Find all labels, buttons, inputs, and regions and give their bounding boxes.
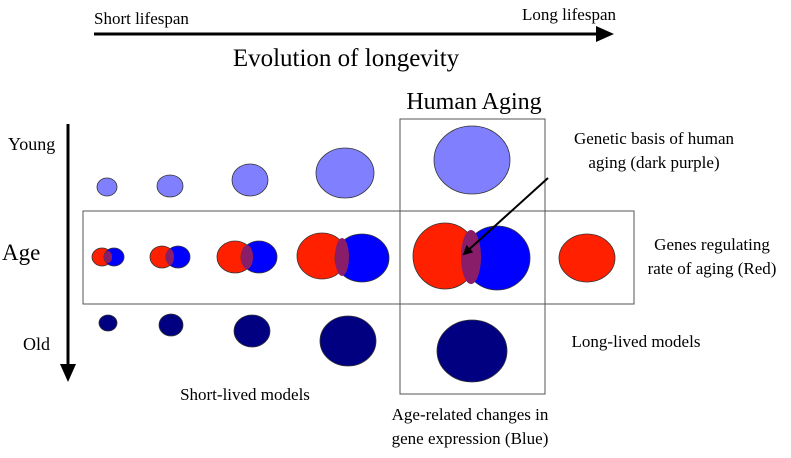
old-circle <box>98 314 118 332</box>
genes-regulating-line2: rate of aging (Red) <box>648 259 777 278</box>
red-circle-long-lived <box>558 233 616 283</box>
genetic-basis-line1: Genetic basis of human <box>574 129 735 148</box>
genes-regulating-line1: Genes regulating <box>654 235 770 254</box>
long-lived-label: Long-lived models <box>572 332 701 351</box>
genetic-basis-pointer <box>462 177 549 256</box>
age-related-line2: gene expression (Blue) <box>392 429 549 448</box>
old-circle-human <box>436 319 508 383</box>
blue-circle <box>334 233 390 283</box>
young-circle <box>96 177 118 197</box>
long-lifespan-label: Long lifespan <box>522 5 616 24</box>
short-lifespan-label: Short lifespan <box>94 9 189 28</box>
age-label: Age <box>2 240 40 265</box>
old-circle <box>158 313 184 337</box>
overlap-region <box>335 238 349 276</box>
young-circle <box>315 147 375 199</box>
overlap-region <box>241 245 253 269</box>
evolution-title: Evolution of longevity <box>233 45 460 72</box>
short-lived-label: Short-lived models <box>180 385 310 404</box>
genetic-basis-line2: aging (dark purple) <box>588 153 719 172</box>
young-circle <box>231 163 269 197</box>
overlap-region-human <box>461 230 481 284</box>
age-arrow-head <box>60 364 76 382</box>
middle-row-box <box>82 210 635 305</box>
young-label: Young <box>8 134 55 154</box>
young-circle-human <box>433 125 511 195</box>
human-aging-title: Human Aging <box>406 89 541 115</box>
overlap-region <box>166 249 174 265</box>
age-related-line1: Age-related changes in <box>392 405 549 424</box>
young-circle <box>156 174 184 198</box>
old-circle <box>319 315 377 367</box>
lifespan-arrow-head <box>596 26 614 42</box>
old-circle <box>233 314 271 348</box>
old-label: Old <box>23 334 50 354</box>
overlap-region <box>104 251 112 263</box>
human-aging-box <box>399 118 546 395</box>
